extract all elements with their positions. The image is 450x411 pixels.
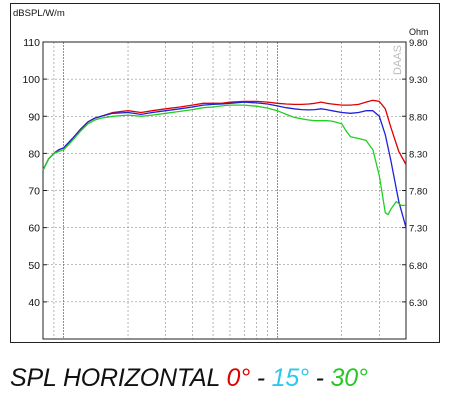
y-tick-label: 70 [28,186,40,198]
y-axis-label: dBSPL/W/m [13,8,65,19]
y2-tick-label: 7.30 [409,224,428,235]
y2-tick-label: 9.30 [409,75,428,86]
y-tick-label: 40 [28,297,40,309]
caption-angle-15: 15° [271,364,309,392]
series-line-1 [42,101,407,228]
caption-angle-30: 30° [330,364,368,392]
y-tick-label: 100 [22,74,40,86]
y2-tick-label: 9.80 [409,38,428,49]
y-tick-label: 90 [28,111,40,123]
series-line-0 [42,99,407,171]
watermark-daas: DAAS [392,45,404,75]
y2-tick-label: 7.80 [409,187,428,198]
y-tick-label: 80 [28,148,40,160]
caption-prefix: SPL HORIZONTAL [10,364,227,392]
chart-frame: 110 100 90 80 70 60 50 40 9.80 9.30 8.80 8.30 7.80 7.… [10,3,440,343]
y-tick-label: 110 [23,37,40,49]
y2-tick-label: 8.80 [409,112,428,123]
chart-caption: SPL HORIZONTAL 0° - 15° - 30° [10,364,368,393]
caption-angle-0: 0° [226,364,251,392]
y2-tick-label: 6.30 [409,298,428,309]
y2-axis-label: Ohm [409,27,429,37]
y2-tick-label: 8.30 [409,149,428,160]
y-tick-label: 50 [28,260,40,272]
y-tick-label: 60 [28,223,40,235]
spl-chart: 110 100 90 80 70 60 50 40 9.80 9.30 8.80 8.30 7.80 7.… [13,8,429,340]
caption-separator: - [308,364,331,392]
y2-tick-label: 6.80 [409,261,428,272]
caption-separator: - [250,364,272,392]
series-line-2 [42,104,406,216]
